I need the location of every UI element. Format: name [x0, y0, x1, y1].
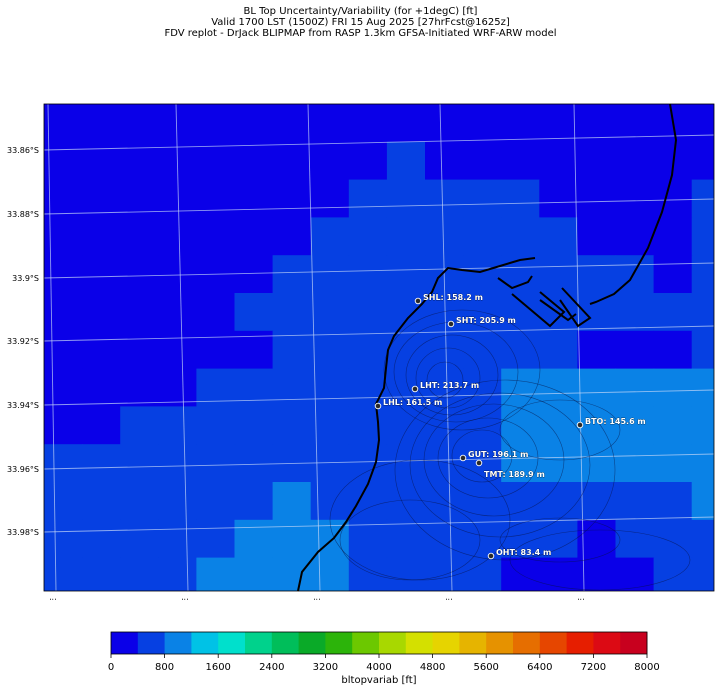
colorbar-bin — [432, 632, 460, 654]
colorbar-bin — [271, 632, 299, 654]
terrain-contours — [329, 309, 691, 591]
site-label-tmt: TMT: 189.9 m — [484, 470, 545, 479]
title-line-2: Valid 1700 LST (1500Z) FRI 15 Aug 2025 [… — [211, 17, 510, 28]
colorbar-tick-label: 800 — [155, 662, 174, 673]
coastline — [297, 103, 678, 592]
colorbar-bin — [191, 632, 219, 654]
lon-label: 18.45°E — [577, 598, 586, 600]
colorbar-tick-label: 4000 — [366, 662, 391, 673]
graticule — [43, 103, 715, 592]
lat-label: 33.92°S — [7, 337, 39, 346]
site-label-oht: OHT: 83.4 m — [496, 548, 551, 557]
site-marker-shl[interactable] — [414, 297, 422, 305]
colorbar-label: bltopvariab [ft] — [341, 675, 416, 686]
colorbar-tick-label: 0 — [108, 662, 114, 673]
lat-label: 33.9°S — [12, 274, 39, 283]
colorbar-bin — [245, 632, 273, 654]
map-frame — [43, 103, 715, 592]
colorbar-bin — [593, 632, 621, 654]
longitude-labels: 18.25°E 18.3°E 18.35°E 18.4°E 18.45°E — [49, 598, 586, 600]
colorbar-ticks: 0 800 1600 2400 3200 4000 4800 5600 6400 7200 8000 — [108, 654, 660, 673]
colorbar-bin — [298, 632, 326, 654]
lat-label: 33.96°S — [7, 465, 39, 474]
colorbar-tick-label: 3200 — [313, 662, 338, 673]
colorbar-bin — [539, 632, 567, 654]
colorbar-bin — [137, 632, 165, 654]
site-marker-oht[interactable] — [487, 552, 495, 560]
colorbar-bin — [620, 632, 648, 654]
site-label-bto: BTO: 145.6 m — [585, 417, 646, 426]
site-marker-bto[interactable] — [576, 421, 584, 429]
lon-label: 18.25°E — [49, 598, 58, 600]
grid-cells — [44, 104, 714, 591]
lat-label: 33.88°S — [7, 210, 39, 219]
site-label-shl: SHL: 158.2 m — [423, 293, 483, 302]
site-marker-lhl[interactable] — [374, 402, 382, 410]
lon-label: 18.3°E — [181, 598, 190, 600]
title-line-1: BL Top Uncertainty/Variability (for +1de… — [243, 6, 478, 17]
colorbar-tick-label: 5600 — [473, 662, 498, 673]
lon-label: 18.4°E — [445, 598, 454, 600]
site-label-lhl: LHL: 161.5 m — [383, 398, 442, 407]
lat-label: 33.98°S — [7, 528, 39, 537]
colorbar-tick-label: 1600 — [205, 662, 230, 673]
latitude-labels: 33.86°S 33.88°S 33.9°S 33.92°S 33.94°S 33.96°… — [7, 146, 39, 537]
colorbar-tick-label: 8000 — [634, 662, 659, 673]
colorbar-bin — [111, 632, 139, 654]
site-marker-sht[interactable] — [447, 320, 455, 328]
site-markers: SHL: 158.2 m SHT: 205.9 m LHT: 213.7 m LHL:… — [374, 293, 646, 560]
colorbar-bin — [325, 632, 353, 654]
colorbar-bin — [459, 632, 487, 654]
forecast-map[interactable]: 33.86°S 33.88°S 33.9°S 33.92°S 33.94°S 33.96°… — [0, 0, 721, 600]
colorbar-bin — [164, 632, 192, 654]
lat-label: 33.94°S — [7, 401, 39, 410]
colorbar-tick-label: 2400 — [259, 662, 284, 673]
colorbar-tick-label: 7200 — [581, 662, 606, 673]
colorbar-bin — [218, 632, 246, 654]
colorbar-tick-label: 6400 — [527, 662, 552, 673]
colorbar-bin — [513, 632, 541, 654]
title-line-3: FDV replot - DrJack BLIPMAP from RASP 1.… — [164, 28, 557, 39]
colorbar-tick-label: 4800 — [420, 662, 445, 673]
site-label-lht: LHT: 213.7 m — [420, 381, 479, 390]
colorbar-bin — [352, 632, 380, 654]
site-marker-tmt[interactable] — [475, 459, 483, 467]
lat-label: 33.86°S — [7, 146, 39, 155]
colorbar-bin — [486, 632, 514, 654]
site-marker-lht[interactable] — [411, 385, 419, 393]
lon-label: 18.35°E — [313, 598, 322, 600]
colorbar-bin — [566, 632, 594, 654]
site-label-gut: GUT: 196.1 m — [468, 450, 529, 459]
colorbar-bins — [111, 632, 648, 654]
site-marker-gut[interactable] — [459, 454, 467, 462]
colorbar-bin — [405, 632, 433, 654]
colorbar-bin — [379, 632, 407, 654]
site-label-sht: SHT: 205.9 m — [456, 316, 516, 325]
